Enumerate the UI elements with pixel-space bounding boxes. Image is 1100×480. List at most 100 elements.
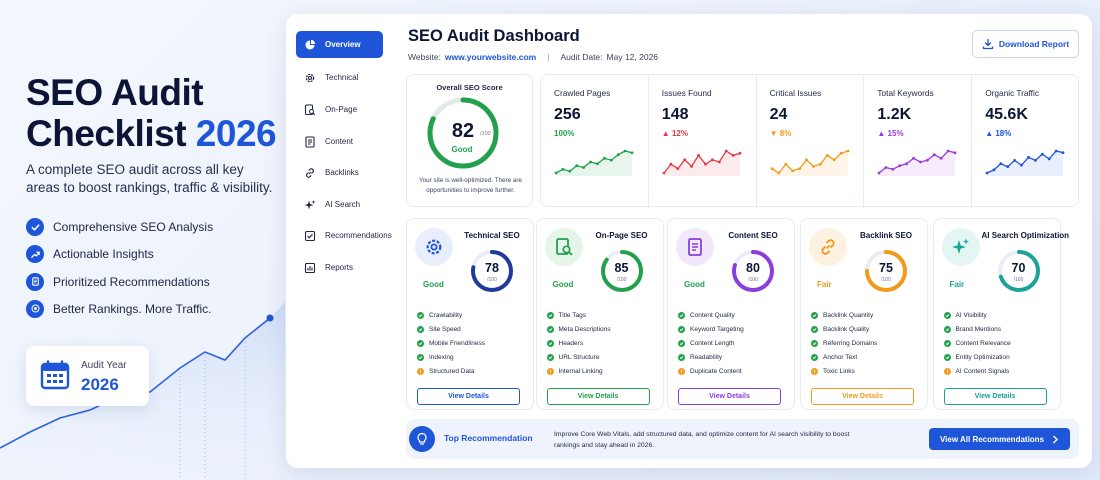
checklist-item-label: Crawlability xyxy=(429,311,463,319)
sidebar-item-ai-search[interactable]: AI Search xyxy=(296,191,383,218)
checklist-item-label: Toxic Links xyxy=(823,368,855,376)
sparkline-point xyxy=(738,151,742,155)
calendar-icon xyxy=(40,360,70,390)
hero-panel: SEO Audit Checklist 2026 A complete SEO … xyxy=(0,0,285,480)
sidebar-item-label: Reports xyxy=(325,263,354,272)
check-circle-icon xyxy=(811,339,818,347)
stat-issues-found: Issues Found 148 ▲ 12% xyxy=(649,75,757,208)
checklist-item: Meta Descriptions xyxy=(546,322,611,336)
checklist-item-label: Entity Optimization xyxy=(955,354,1010,362)
page-title: SEO Audit Dashboard xyxy=(408,27,580,45)
checklist-item: Backlink Quality xyxy=(811,322,877,336)
page-search-icon xyxy=(544,228,583,266)
stat-label: Organic Traffic xyxy=(985,88,1039,98)
overall-score-card: Overall SEO Score 82 /100 Good Your site… xyxy=(406,74,533,207)
checklist-item: AI Content Signals xyxy=(943,365,1011,379)
stat-value: 1.2K xyxy=(877,106,912,123)
sparkline-point xyxy=(630,151,634,155)
checklist-item-label: Title Tags xyxy=(558,311,586,319)
category-grade: Good xyxy=(423,280,444,289)
view-details-button[interactable]: View Details xyxy=(943,388,1047,405)
sidebar-item-recommendations[interactable]: Recommendations xyxy=(296,222,392,249)
lightbulb-icon xyxy=(409,426,435,452)
stat-change-value: 15% xyxy=(887,129,904,138)
sparkline-point xyxy=(947,149,950,153)
check-circle-icon xyxy=(546,339,554,347)
up-arrow-icon: ▲ xyxy=(985,129,994,138)
sparkline-point xyxy=(919,160,923,164)
stat-label: Total Keywords xyxy=(877,88,934,98)
category-grade: Fair xyxy=(949,280,965,289)
feature-item: Actionable Insights xyxy=(26,245,213,264)
website-label: Website: xyxy=(408,52,441,62)
checklist-item: AI Visibility xyxy=(943,308,1011,322)
sparkline-point xyxy=(940,156,943,160)
category-checklist: Crawlability Site Speed Mobile Friendlin… xyxy=(417,308,485,379)
checklist-item: Brand Mentions xyxy=(943,322,1011,336)
target-icon xyxy=(26,299,44,318)
sparkline-point xyxy=(985,171,989,175)
checklist-item: Title Tags xyxy=(546,308,611,322)
sparkline-point xyxy=(623,149,627,153)
checklist-item-label: URL Structure xyxy=(558,354,600,362)
checklist-item: Headers xyxy=(546,336,611,350)
check-circle-icon xyxy=(943,325,951,333)
sidebar-item-label: Backlinks xyxy=(325,168,359,177)
view-all-recommendations-button[interactable]: View All Recommendations xyxy=(929,428,1070,450)
category-score-gauge xyxy=(732,250,774,292)
sparkline-point xyxy=(683,158,686,162)
checklist-item: Referring Domains xyxy=(811,336,877,350)
checklist-icon xyxy=(304,230,316,242)
sparkle-icon xyxy=(304,199,316,211)
website-link[interactable]: www.yourwebsite.com xyxy=(444,52,537,62)
sparkline-point xyxy=(797,167,801,170)
sidebar-item-content[interactable]: Content xyxy=(296,128,383,155)
stat-change: ▲ 18% xyxy=(985,129,1011,138)
trend-icon xyxy=(26,245,44,264)
sparkline-point xyxy=(669,162,673,166)
sidebar-item-backlinks[interactable]: Backlinks xyxy=(296,159,383,186)
check-circle-icon xyxy=(811,311,818,319)
category-score: 75 xyxy=(879,261,893,275)
sparkline-point xyxy=(811,165,815,168)
download-report-button[interactable]: Download Report xyxy=(972,30,1079,58)
top-recommendation-title: Top Recommendation xyxy=(444,433,533,443)
stat-value: 45.6K xyxy=(985,106,1028,123)
checklist-item-label: Content Length xyxy=(690,339,735,347)
feature-label: Prioritized Recommendations xyxy=(53,274,210,289)
stat-total-keywords: Total Keywords 1.2K ▲ 15% xyxy=(864,75,973,208)
stat-sparkline xyxy=(662,149,742,176)
sparkline-point xyxy=(999,162,1003,165)
check-circle-icon xyxy=(943,354,951,362)
audit-date-label: Audit Date: xyxy=(560,52,603,62)
link-icon xyxy=(304,167,316,179)
stat-label: Issues Found xyxy=(661,88,712,98)
view-details-button[interactable]: View Details xyxy=(678,388,781,405)
sidebar-item-overview[interactable]: Overview xyxy=(296,31,383,58)
sparkline-point xyxy=(609,158,613,162)
view-details-button[interactable]: View Details xyxy=(546,388,650,405)
view-details-button[interactable]: View Details xyxy=(811,388,914,405)
stat-value: 256 xyxy=(554,106,581,123)
feature-item: Prioritized Recommendations xyxy=(26,272,213,291)
stat-sparkline xyxy=(770,149,849,176)
category-grade: Good xyxy=(552,280,574,289)
sparkline-point xyxy=(662,171,666,175)
category-score-gauge xyxy=(997,250,1040,292)
sparkline-area xyxy=(663,151,740,176)
check-circle-icon xyxy=(811,325,818,333)
view-details-button[interactable]: View Details xyxy=(417,388,520,405)
sparkline-point xyxy=(717,160,721,164)
sidebar-item-technical[interactable]: Technical xyxy=(296,64,383,91)
sidebar-item-on-page[interactable]: On-Page xyxy=(296,96,383,123)
stat-change-value: 100% xyxy=(554,129,575,138)
hero-growth-graphic xyxy=(0,302,285,480)
hero-subtitle: A complete SEO audit across all key area… xyxy=(26,162,273,195)
stat-organic-traffic: Organic Traffic 45.6K ▲ 18% xyxy=(972,75,1080,208)
warning-circle-icon xyxy=(678,368,685,376)
sparkline-point xyxy=(582,166,585,169)
category-score-denominator: /100 xyxy=(748,277,758,283)
sidebar-item-reports[interactable]: Reports xyxy=(296,254,383,281)
sparkline-point xyxy=(731,154,735,157)
sidebar: Overview Technical On-Page Content Backl… xyxy=(286,14,392,468)
